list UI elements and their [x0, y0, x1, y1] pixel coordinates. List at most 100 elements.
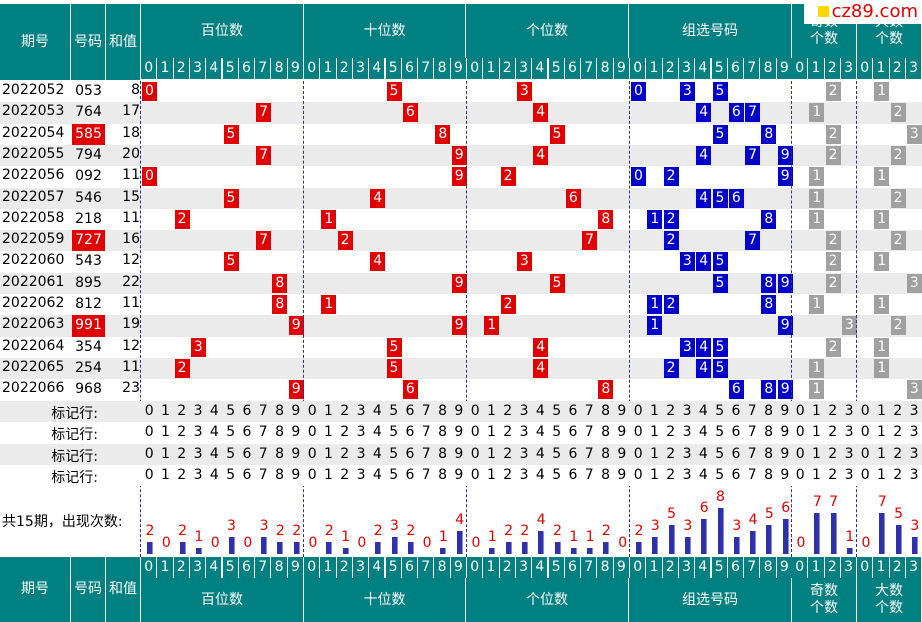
group-separator — [629, 81, 630, 557]
bottom-hundreds-digit: 1 — [157, 557, 174, 578]
sum-cell: 11 — [122, 209, 140, 226]
odd-count-ball: 1 — [809, 295, 825, 314]
mark-digit: 2 — [503, 403, 513, 419]
mark-digit: 2 — [893, 403, 903, 419]
group-ball: 1 — [647, 316, 663, 336]
count-value: 1 — [569, 529, 579, 546]
mark-digit: 7 — [747, 466, 757, 483]
mark-row — [0, 443, 922, 465]
top-odd-digit: 1 — [808, 58, 825, 79]
bottom-units-digit: 0 — [467, 557, 484, 578]
mark-digit: 5 — [552, 466, 562, 483]
sum-cell: 15 — [122, 188, 140, 205]
mark-digit: 5 — [552, 424, 562, 441]
bottom-big-digit: 2 — [889, 557, 906, 578]
mark-digit: 0 — [860, 424, 870, 441]
mark-digit: 2 — [828, 445, 838, 462]
top-tens-digit: 8 — [434, 58, 451, 79]
mark-digit: 7 — [421, 466, 431, 483]
count-value: 0 — [861, 535, 871, 551]
bottom-tens-digit: 3 — [352, 557, 370, 578]
mark-digit: 3 — [844, 466, 854, 483]
group-ball: 9 — [777, 167, 793, 187]
big-count-ball: 2 — [890, 145, 906, 165]
top-big-digit: 2 — [889, 58, 906, 79]
mark-digit: 6 — [242, 403, 252, 419]
bottom-odd-digit: 0 — [792, 557, 809, 578]
footer-units: 个位数 — [466, 578, 629, 622]
count-value: 4 — [455, 511, 465, 528]
period-cell: 2022062 — [2, 295, 65, 311]
period-cell: 2022059 — [2, 231, 65, 248]
sum-cell: 11 — [122, 295, 140, 311]
group-ball: 9 — [777, 273, 793, 293]
number-cell: 968 — [75, 381, 102, 398]
sum-cell: 16 — [122, 231, 140, 248]
mark-digit: 5 — [715, 424, 725, 441]
mark-digit: 4 — [372, 466, 382, 483]
big-count-ball: 1 — [874, 209, 890, 229]
mark-digit: 2 — [828, 424, 838, 441]
count-value: 1 — [585, 529, 595, 546]
mark-digit: 1 — [323, 466, 333, 483]
group-ball: 4 — [696, 188, 712, 208]
bottom-units-digit: 2 — [499, 557, 516, 578]
odd-count-ball: 2 — [825, 273, 841, 293]
mark-digit: 1 — [323, 403, 333, 419]
mark-digit: 4 — [698, 403, 708, 419]
count-value: 0 — [308, 535, 318, 551]
count-value: 1 — [487, 529, 497, 546]
top-tens-digit: 9 — [450, 58, 467, 79]
mark-digit: 9 — [454, 466, 464, 483]
units-ball: 2 — [500, 167, 516, 187]
count-value: 2 — [373, 523, 383, 540]
odd-count-ball: 1 — [809, 188, 825, 208]
mark-digit: 2 — [340, 403, 350, 419]
group-ball: 2 — [663, 167, 679, 187]
mark-digit: 0 — [795, 445, 805, 462]
footer-odd-bottom: 个数 — [810, 600, 838, 616]
count-bar — [570, 548, 577, 554]
mark-digit: 7 — [258, 466, 268, 483]
footer-number: 号码 — [71, 557, 106, 622]
col-number-header: 号码 — [71, 4, 106, 80]
group-ball: 5 — [712, 358, 728, 378]
count-value: 3 — [259, 517, 269, 534]
mark-digit: 3 — [356, 466, 366, 483]
mark-row-label: 标记行: — [51, 406, 98, 422]
mark-digit: 7 — [584, 445, 594, 462]
mark-digit: 0 — [144, 445, 154, 462]
odd-count-ball: 2 — [825, 145, 841, 165]
bottom-group-digit: 2 — [662, 557, 679, 578]
group-separator — [303, 81, 304, 557]
count-bar — [587, 548, 594, 554]
count-value: 0 — [471, 535, 481, 551]
sum-cell: 18 — [122, 124, 140, 141]
mark-digit: 4 — [535, 424, 545, 441]
top-group-digit: 2 — [662, 58, 679, 79]
group-separator — [466, 81, 467, 557]
mark-digit: 6 — [405, 445, 415, 462]
bottom-tens-digit: 9 — [450, 557, 467, 578]
count-bar — [179, 542, 186, 554]
mark-digit: 2 — [503, 424, 513, 441]
number-cell: 254 — [75, 359, 102, 376]
hundreds-ball: 7 — [256, 231, 272, 251]
table-row — [0, 230, 922, 252]
mark-digit: 7 — [747, 424, 757, 441]
mark-digit: 8 — [275, 424, 284, 441]
top-units-digit: 9 — [613, 58, 630, 79]
bottom-units-digit: 4 — [532, 557, 549, 578]
tens-ball: 5 — [386, 337, 402, 357]
bottom-hundreds-digit: 5 — [222, 557, 239, 578]
bottom-group-digit: 4 — [695, 557, 712, 578]
period-cell: 2022054 — [2, 124, 65, 141]
mark-digit: 0 — [307, 403, 317, 419]
mark-digit: 7 — [421, 424, 431, 441]
mark-digit: 5 — [226, 403, 236, 419]
mark-digit: 1 — [876, 445, 886, 462]
bottom-tens-digit: 7 — [418, 557, 435, 578]
mark-digit: 0 — [633, 424, 643, 441]
mark-digit: 2 — [666, 445, 676, 462]
